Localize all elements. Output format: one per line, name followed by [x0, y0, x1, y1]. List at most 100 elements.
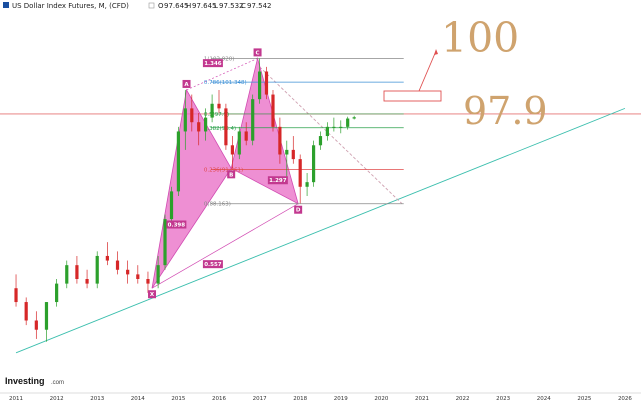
ratio-badge — [202, 260, 223, 269]
candle — [271, 89, 275, 132]
candle — [244, 122, 248, 146]
candle — [75, 255, 79, 284]
target-arrow-head — [434, 49, 438, 55]
candle — [169, 186, 174, 224]
candle — [176, 126, 181, 196]
candle-body — [230, 145, 234, 155]
x-tick-label: 2013 — [90, 396, 104, 402]
candle-body — [156, 265, 160, 284]
fib-label-4: 0.236(91.861) — [204, 168, 243, 174]
x-tick-label: 2012 — [50, 396, 64, 402]
candle-body — [285, 149, 289, 155]
target-arrow-line — [418, 50, 437, 92]
candle-body — [224, 108, 228, 146]
x-tick-label: 2023 — [496, 396, 510, 402]
candle-body — [190, 108, 194, 123]
target-annotation: 100 97.9 — [383, 14, 548, 133]
candle — [278, 117, 282, 164]
candle — [126, 260, 130, 284]
ohlc-close: 97.542 — [247, 2, 272, 10]
flag-icon — [3, 2, 9, 8]
x-tick-label: 2016 — [212, 396, 226, 402]
harmonic-pattern-layer — [151, 56, 299, 289]
x-tick-label: 2025 — [577, 396, 591, 402]
candle — [224, 103, 228, 150]
ratio-badge — [267, 176, 288, 185]
pattern-triangle-bcd — [230, 56, 299, 205]
candle-body — [95, 255, 99, 284]
candle — [217, 89, 221, 113]
x-tick-label: 2022 — [456, 396, 470, 402]
x-axis-ticks: 2011 2012 2013 2014 2015 2016 2017 2018 2019 2020… — [9, 396, 632, 402]
candle-body — [237, 131, 241, 155]
pattern-line-xd — [151, 203, 299, 289]
candle-body — [14, 288, 18, 303]
fib-label-2: 0.5(97.9) — [204, 112, 229, 118]
candle — [115, 251, 120, 275]
ohlc-open: 97.645 — [164, 2, 189, 10]
pattern-line-ac — [186, 58, 258, 91]
x-tick-label: 2015 — [171, 396, 185, 402]
point-badge-C — [253, 48, 262, 57]
candle-body — [115, 260, 120, 270]
target-box — [383, 90, 442, 102]
candle — [105, 242, 109, 266]
ohlc-low: 97.532 — [219, 2, 244, 10]
candle-body — [251, 99, 255, 141]
candle — [85, 269, 89, 289]
candle-body — [44, 302, 49, 330]
candle-body — [65, 265, 69, 284]
ratio-badge — [166, 220, 187, 229]
pattern-triangle-xab — [151, 88, 232, 289]
candle — [136, 265, 140, 284]
pattern-labels-layer: X A B C D 1.346 0.398 0.557 1.297 — [148, 48, 303, 299]
candle-body — [55, 283, 59, 303]
target-value: 100 — [441, 14, 519, 62]
candle-body — [352, 117, 356, 119]
candle-body — [271, 94, 275, 127]
ratio-label: 0.557 — [204, 262, 222, 268]
ohlc-low-label: L — [214, 2, 218, 10]
candle-body — [244, 131, 248, 141]
fib-label-3: 0.382(96.4) — [204, 126, 236, 132]
point-label-C: C — [256, 50, 260, 56]
fib-label-5: 0(88.163) — [204, 202, 231, 208]
ratio-label: 1.297 — [269, 178, 287, 184]
x-tick-label: 2011 — [9, 396, 23, 402]
candle — [257, 58, 262, 104]
fib-label-1: 0.786(101.348) — [204, 80, 247, 86]
candle — [14, 274, 18, 307]
candle-body — [75, 265, 79, 279]
instrument-title: US Dollar Index Futures, M, (CFD) — [12, 2, 129, 10]
candle-body — [311, 145, 316, 183]
point-label-X: X — [150, 292, 155, 298]
candle — [95, 251, 99, 289]
ohlc-close-label: C — [241, 2, 246, 10]
point-label-B: B — [229, 172, 233, 178]
candle-body — [163, 219, 167, 266]
candle-body — [24, 302, 28, 321]
candle — [311, 140, 316, 187]
trendline-support-teal — [15, 107, 626, 354]
candle — [197, 113, 201, 146]
x-tick-label: 2021 — [415, 396, 429, 402]
ohlc-high: 97.645 — [192, 2, 217, 10]
candle-body — [257, 71, 262, 100]
candle — [230, 136, 234, 169]
point-label-A: A — [184, 82, 189, 88]
candle-body — [318, 136, 323, 146]
ratio-badge — [202, 59, 223, 68]
settings-icon[interactable] — [148, 2, 155, 9]
ohlc-open-label: O — [158, 2, 164, 10]
brand-name: Investing — [5, 376, 45, 386]
candle — [183, 89, 187, 150]
candle — [352, 115, 356, 120]
candle-body — [183, 108, 187, 132]
candle — [55, 279, 59, 307]
candle — [298, 154, 302, 204]
ohlc-high-label: H — [186, 2, 191, 10]
ratio-label: 1.346 — [204, 61, 222, 67]
x-tick-label: 2020 — [374, 396, 388, 402]
candle — [264, 66, 269, 100]
point-badge-B — [227, 170, 236, 179]
